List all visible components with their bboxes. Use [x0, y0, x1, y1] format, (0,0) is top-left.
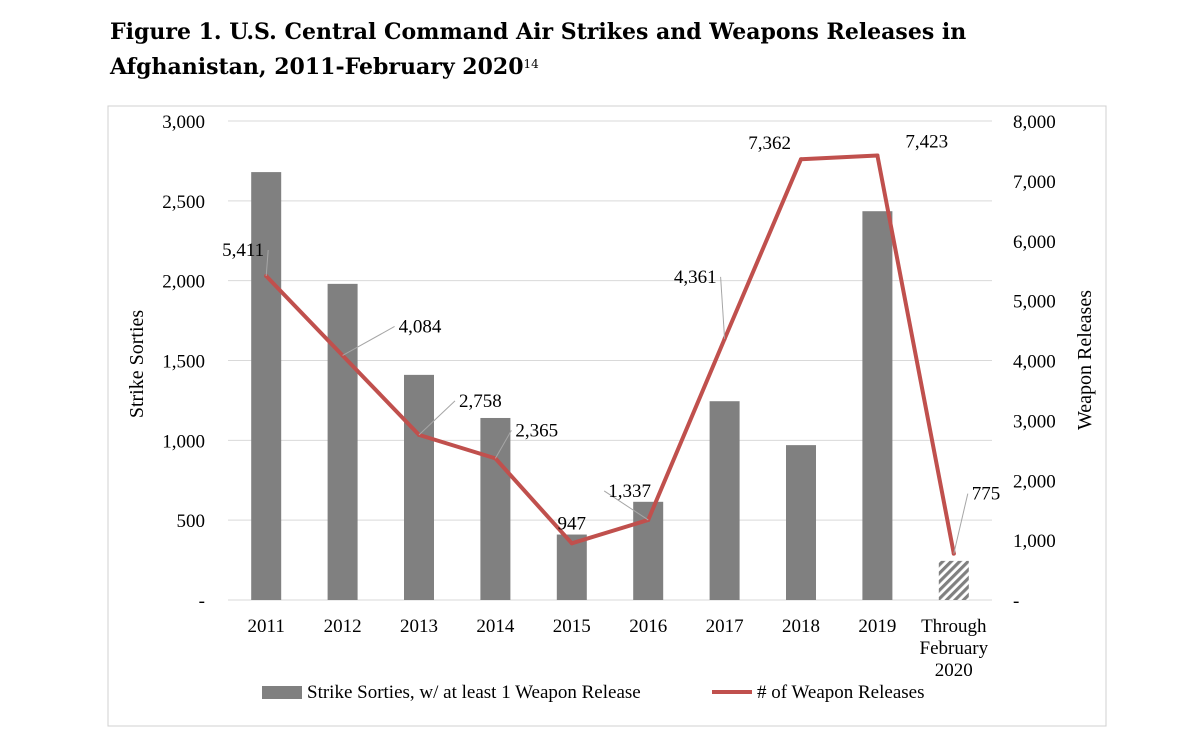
y-tick-label: 2,500 — [162, 192, 205, 213]
y2-tick-label: 1,000 — [1013, 531, 1056, 552]
y-tick-label: 500 — [177, 511, 206, 532]
x-tick-label: 2018 — [782, 616, 820, 637]
data-label-0: 5,411 — [222, 240, 264, 261]
x-tick-label: 2016 — [629, 616, 667, 637]
y2-tick-label: 7,000 — [1013, 172, 1056, 193]
footnote-ref: 14 — [523, 57, 539, 71]
chart-frame — [107, 105, 1107, 727]
legend-bar-label: Strike Sorties, w/ at least 1 Weapon Rel… — [307, 682, 641, 703]
label-leader — [603, 490, 649, 521]
x-tick-label: 2011 — [248, 616, 285, 637]
bar-6 — [709, 401, 740, 600]
label-leaders — [265, 249, 969, 554]
y-axis-right: - 1,000 2,000 3,000 4,000 5,000 6,000 7,000 8,00… — [1013, 112, 1056, 612]
y2-tick-label: 4,000 — [1013, 352, 1056, 373]
data-label-5: 1,337 — [608, 481, 651, 502]
label-leader — [720, 276, 726, 339]
label-leader — [953, 493, 969, 554]
data-label-6: 4,361 — [674, 267, 717, 288]
y2-tick-label: 2,000 — [1013, 471, 1056, 492]
y-axis-left: - 500 1,000 1,500 2,000 2,500 3,000 — [162, 112, 205, 612]
label-leader — [494, 430, 512, 459]
x-tick-label: 2014 — [476, 616, 515, 637]
y2-tick-label: 6,000 — [1013, 232, 1056, 253]
label-leader — [418, 400, 456, 436]
y-tick-label: 1,000 — [162, 431, 205, 452]
x-tick-label: 2012 — [324, 616, 362, 637]
x-tick-label: Through — [921, 616, 987, 637]
bar-0 — [251, 172, 282, 601]
data-label-2: 2,758 — [459, 391, 502, 412]
bar-1 — [327, 283, 358, 600]
bar-8 — [862, 211, 893, 600]
y2-tick-label: - — [1013, 591, 1019, 612]
data-labels: 5,411 4,084 2,758 2,365 947 1,337 4,361 7,362 7,… — [222, 132, 1000, 535]
weapon-releases-line — [264, 153, 956, 556]
x-tick-label: 2019 — [858, 616, 896, 637]
bar-3 — [480, 417, 511, 600]
x-axis: 2011 2012 2013 2014 2015 2016 2017 2018 2019 Thro… — [248, 616, 989, 681]
line-point-4 — [569, 541, 574, 546]
y-tick-label: - — [199, 591, 205, 612]
x-tick-label: 2020 — [935, 660, 973, 681]
y2-tick-label: 5,000 — [1013, 292, 1056, 313]
y-tick-label: 1,500 — [162, 352, 205, 373]
line-point-7 — [799, 157, 803, 162]
x-tick-label: 2015 — [553, 616, 591, 637]
x-tick-label: February — [920, 638, 989, 659]
y-tick-label: 3,000 — [162, 112, 205, 133]
bar-9 — [938, 560, 969, 600]
chart-title-text: Figure 1. U.S. Central Command Air Strik… — [110, 19, 967, 80]
chart-title: Figure 1. U.S. Central Command Air Strik… — [110, 16, 1110, 83]
y-axis-label: Strike Sorties — [126, 310, 148, 419]
bar-7 — [786, 445, 816, 600]
x-tick-label: 2013 — [400, 616, 438, 637]
legend-line-label: # of Weapon Releases — [757, 682, 924, 703]
bar-4 — [556, 534, 587, 600]
x-tick-label: 2017 — [706, 616, 744, 637]
y2-tick-label: 8,000 — [1013, 112, 1056, 133]
data-label-7: 7,362 — [748, 133, 791, 154]
bar-series — [251, 172, 969, 601]
legend: Strike Sorties, w/ at least 1 Weapon Rel… — [262, 682, 924, 703]
data-label-3: 2,365 — [515, 420, 558, 441]
data-label-1: 4,084 — [399, 316, 442, 337]
data-label-4: 947 — [558, 513, 587, 534]
line-point-8 — [875, 153, 880, 158]
bar-2 — [404, 374, 434, 600]
y-tick-label: 2,000 — [162, 272, 205, 293]
label-leader — [265, 249, 269, 277]
data-label-8: 7,423 — [905, 132, 948, 153]
label-leader — [342, 326, 395, 356]
legend-bar-swatch — [262, 686, 302, 699]
y2-tick-label: 3,000 — [1013, 411, 1056, 432]
data-label-9: 775 — [972, 484, 1001, 505]
y2-axis-label: Weapon Releases — [1074, 290, 1096, 430]
